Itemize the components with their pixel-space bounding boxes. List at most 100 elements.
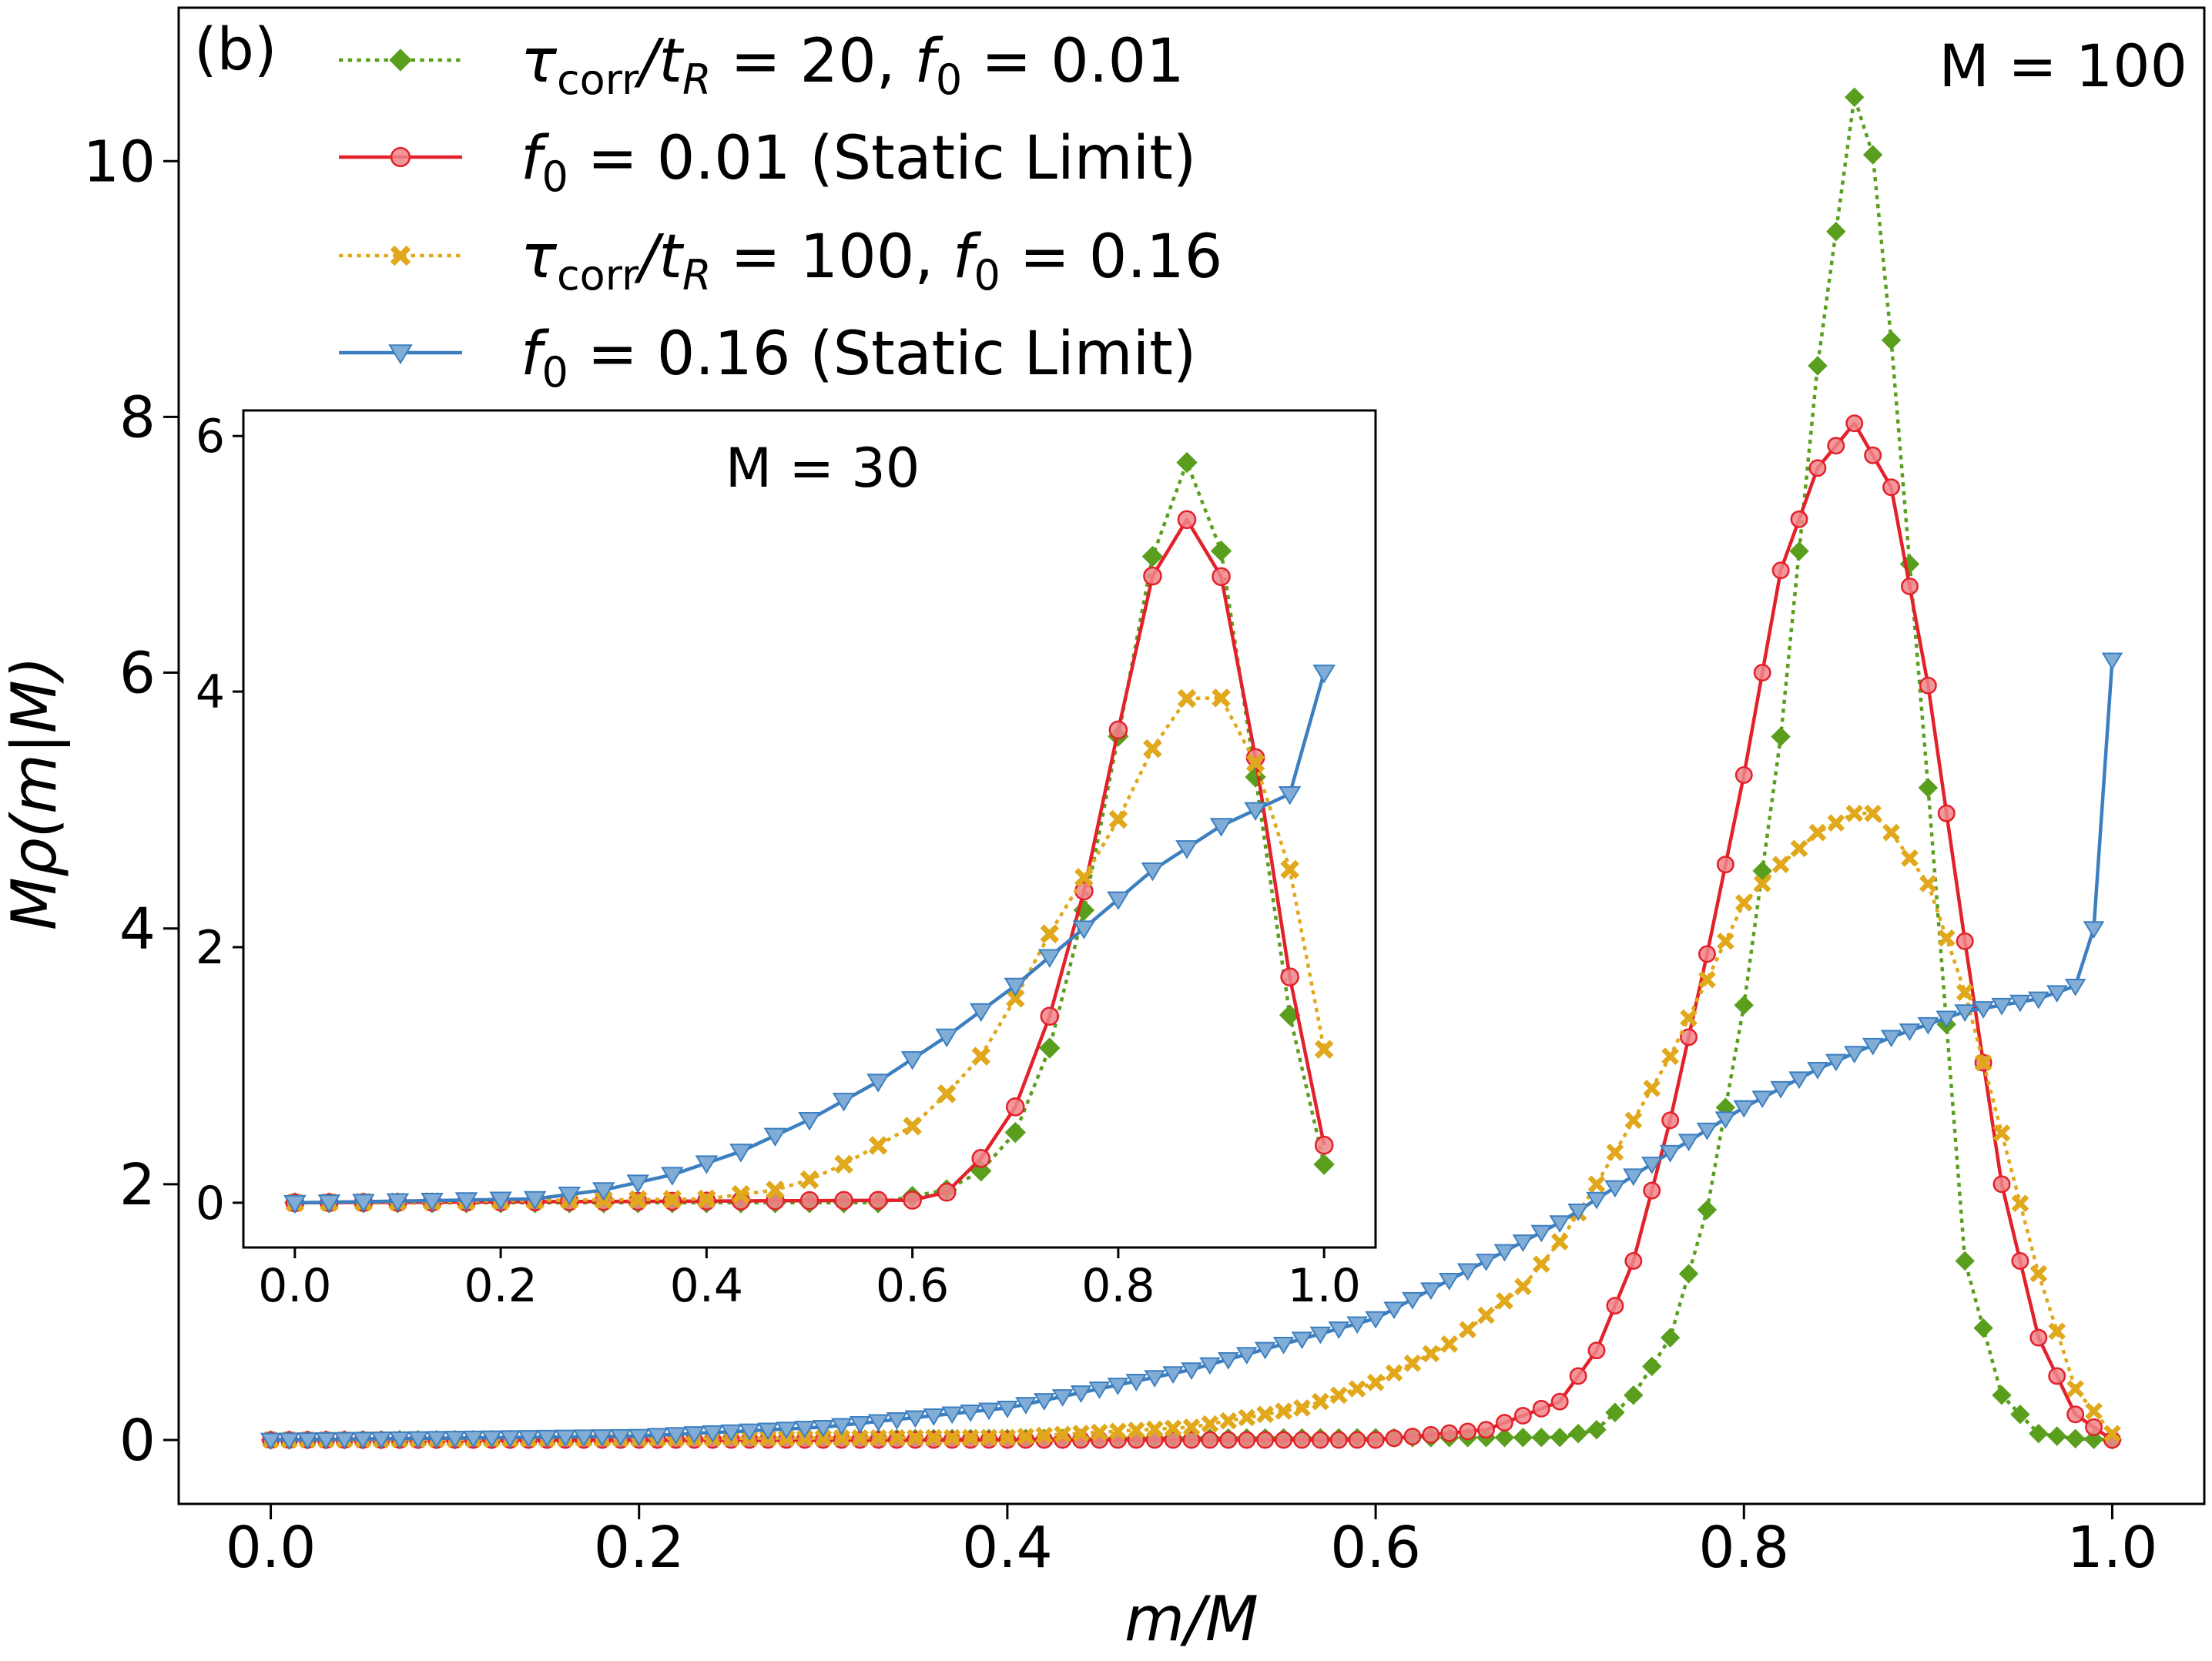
inset-y-tick-label: 0 <box>196 1177 225 1231</box>
main-series-s3-point <box>2011 1194 2029 1213</box>
main-series-s4-point <box>1954 1004 1976 1022</box>
main-series-s2-point <box>1624 1252 1643 1270</box>
inset-series-s3-point <box>1074 868 1094 887</box>
main-series-s3-point <box>1422 1345 1440 1363</box>
inset-series-s3-point <box>662 1190 682 1209</box>
main-series-s3-point <box>1790 839 1808 858</box>
main-series-s4-point <box>425 1431 447 1449</box>
inset-series-s3-point <box>1280 859 1299 879</box>
inset-series-s2-point <box>903 1190 922 1210</box>
main-series-s2-point <box>1808 459 1827 477</box>
main-series-s3-point <box>1385 1364 1403 1382</box>
main-series-s4-point <box>2046 985 2068 1003</box>
main-series-s3-point <box>980 1428 998 1447</box>
main-x-tick-label: 0.6 <box>1330 1515 1421 1581</box>
main-series-s2-point <box>1882 478 1900 497</box>
main-series-s1-point <box>2047 1426 2067 1446</box>
main-series-s4-point <box>646 1428 669 1446</box>
main-series-s3-point <box>851 1428 869 1447</box>
main-series-s3-point <box>1035 1426 1054 1445</box>
main-series-s2-point <box>2011 1252 2029 1270</box>
inset-series-s4-point <box>1175 840 1198 859</box>
inset-series-s3-point <box>1212 688 1231 708</box>
main-series-s1-point <box>1697 1200 1718 1220</box>
main-series-s4-point <box>297 1432 319 1450</box>
main-series-s3-point <box>961 1428 980 1447</box>
legend-item-s3: τcorr/tR = 100, f0 = 0.16 <box>339 223 1222 300</box>
inset-series-s3-point <box>1005 989 1025 1008</box>
main-series-s2-point <box>1219 1431 1238 1449</box>
main-series-s3-point <box>1403 1354 1422 1372</box>
legend-item-s1: τcorr/tR = 20, f0 = 0.01 <box>339 27 1185 104</box>
inset-series-s2-point <box>868 1190 888 1211</box>
inset-series-s3-point <box>1040 924 1060 943</box>
main-series-s4-point <box>665 1427 687 1445</box>
inset-series-s2-point <box>1143 566 1162 586</box>
main-x-tick-label: 0.4 <box>962 1515 1053 1581</box>
main-series-s3-point <box>888 1428 906 1447</box>
main-series-s3-point <box>998 1428 1017 1446</box>
main-series-s4-point <box>1788 1071 1810 1090</box>
main-series-s2-point <box>1919 676 1937 695</box>
main-series-s3-point <box>870 1428 887 1447</box>
inset-series-s2-point <box>1212 567 1231 587</box>
inset-series-s3-point <box>1314 1040 1334 1060</box>
main-series-s4-point <box>702 1425 724 1443</box>
main-series-s2-point <box>1956 932 1974 950</box>
main-series-s4-point <box>1162 1366 1184 1384</box>
inset-series-s2-point <box>1177 510 1197 530</box>
main-series-s4-point <box>1346 1316 1368 1334</box>
main-series-s4-point <box>2101 652 2123 671</box>
main-series-s4-point <box>1972 1001 1994 1019</box>
inset-series-s4-point <box>592 1182 615 1201</box>
main-series-s2-point <box>1753 664 1771 682</box>
main-series-s4-point <box>978 1402 1000 1421</box>
main-series-s3-point <box>1164 1419 1182 1438</box>
inset-plot-frame <box>242 409 1377 1249</box>
main-series-s2-point <box>1680 1028 1698 1046</box>
main-series-s4-point <box>1733 1100 1755 1118</box>
panel-label: (b) <box>194 15 277 83</box>
main-series-s2-point <box>1992 1175 2011 1194</box>
inset-series-s4-point <box>763 1127 787 1147</box>
main-series-s2-point <box>1422 1425 1440 1444</box>
inset-series-s3-point <box>697 1189 716 1209</box>
main-series-s3-point <box>1219 1412 1238 1430</box>
main-series-s4-point <box>2009 994 2031 1013</box>
inset-series-s2-point <box>1005 1097 1025 1117</box>
legend-label-s4: f0 = 0.16 (Static Limit) <box>521 320 1196 397</box>
main-series-s2-point <box>2029 1328 2048 1347</box>
main-series-s4-point <box>370 1432 392 1449</box>
main-series-s1-point <box>1494 1428 1515 1448</box>
main-series-s3-point <box>1550 1233 1569 1251</box>
inset-series-s4-point <box>661 1167 684 1186</box>
main-series-s2-point <box>1771 561 1790 580</box>
main-series-s3-point <box>1275 1402 1292 1420</box>
main-series-s4-point <box>813 1419 834 1438</box>
legend-marker-s1-point <box>389 49 412 72</box>
inset-series-s2-point <box>1040 1006 1060 1026</box>
main-series-s3-point <box>1127 1422 1145 1439</box>
main-series-s3-point <box>1587 1175 1606 1194</box>
inset-series-s4-point <box>969 1003 993 1023</box>
legend-marker-s4-point <box>388 344 413 365</box>
main-series-s3-point <box>1753 875 1771 892</box>
main-series-s4-point <box>610 1428 632 1447</box>
main-series-s3-point <box>2048 1322 2066 1341</box>
main-series-s1-point <box>1992 1385 2012 1405</box>
main-series-s3-point <box>1532 1255 1550 1273</box>
main-series-s4-point <box>720 1424 742 1442</box>
inset-series-s4-point <box>695 1155 719 1174</box>
main-series-s4-point <box>1659 1144 1681 1163</box>
inset-series-s3-point <box>1143 738 1162 759</box>
legend: τcorr/tR = 20, f0 = 0.01 f0 = 0.01 (Stati… <box>339 27 1222 397</box>
y-axis-label: Mρ(m|M) <box>0 656 71 930</box>
main-series-s4-point <box>886 1412 908 1430</box>
main-series-s2-point <box>1275 1431 1292 1449</box>
main-series-s2-point <box>1845 414 1864 433</box>
main-series-s3-point <box>1992 1124 2011 1142</box>
inset-series-s3-point <box>903 1117 922 1136</box>
inset-y-tick-label: 6 <box>196 410 225 464</box>
main-series-s4-point <box>1015 1397 1037 1415</box>
